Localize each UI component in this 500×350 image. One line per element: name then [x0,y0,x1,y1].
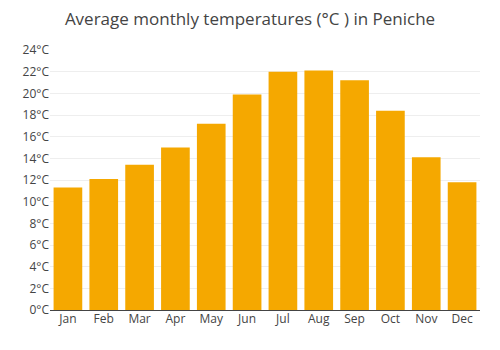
svg-text:4°C: 4°C [29,258,49,275]
svg-text:Apr: Apr [165,310,185,327]
svg-text:0°C: 0°C [29,301,49,318]
svg-text:Oct: Oct [381,310,400,327]
svg-text:Sep: Sep [344,310,365,327]
svg-text:Nov: Nov [415,310,437,327]
svg-text:6°C: 6°C [29,236,49,253]
svg-text:Aug: Aug [308,310,330,327]
svg-text:24°C: 24°C [23,41,50,58]
svg-text:22°C: 22°C [23,63,50,80]
svg-text:12°C: 12°C [23,171,50,188]
svg-text:Jan: Jan [58,310,76,327]
svg-text:18°C: 18°C [23,106,50,123]
svg-text:Mar: Mar [128,310,150,327]
svg-text:Average monthly temperatures (: Average monthly temperatures (°C ) in Pe… [65,7,435,30]
svg-text:Feb: Feb [94,310,114,327]
svg-text:16°C: 16°C [23,128,50,145]
svg-text:2°C: 2°C [29,280,49,297]
svg-text:May: May [200,310,224,327]
svg-text:8°C: 8°C [29,215,49,232]
svg-text:Jun: Jun [237,310,256,327]
svg-text:20°C: 20°C [23,85,50,102]
svg-text:10°C: 10°C [23,193,50,210]
svg-text:Jul: Jul [275,310,290,327]
svg-text:14°C: 14°C [23,150,50,167]
svg-text:Dec: Dec [451,310,472,327]
